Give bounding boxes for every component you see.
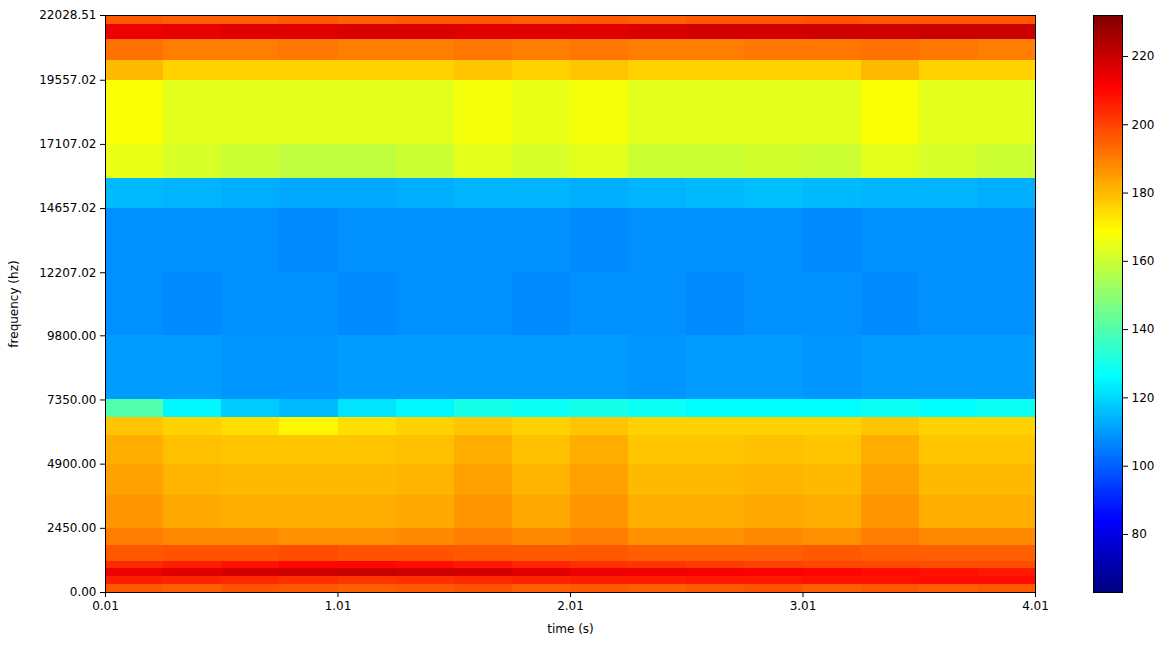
svg-text:time (s): time (s) [547, 622, 594, 636]
svg-text:2450.00: 2450.00 [47, 521, 97, 535]
svg-text:160: 160 [1132, 254, 1155, 268]
svg-text:0.00: 0.00 [70, 585, 97, 599]
svg-text:frequency (hz): frequency (hz) [7, 260, 21, 347]
svg-text:180: 180 [1132, 186, 1155, 200]
svg-text:4.01: 4.01 [1022, 599, 1049, 613]
svg-text:220: 220 [1132, 49, 1155, 63]
svg-text:22028.51: 22028.51 [39, 8, 96, 22]
svg-text:2.01: 2.01 [557, 599, 584, 613]
svg-text:120: 120 [1132, 391, 1155, 405]
svg-text:7350.00: 7350.00 [47, 393, 97, 407]
svg-text:14657.02: 14657.02 [39, 201, 96, 215]
svg-text:9800.00: 9800.00 [47, 329, 97, 343]
svg-text:17107.02: 17107.02 [39, 137, 96, 151]
svg-text:0.01: 0.01 [92, 599, 119, 613]
svg-text:12207.02: 12207.02 [39, 266, 96, 280]
svg-text:80: 80 [1132, 527, 1147, 541]
svg-text:1.01: 1.01 [325, 599, 352, 613]
svg-text:200: 200 [1132, 118, 1155, 132]
svg-text:4900.00: 4900.00 [47, 457, 97, 471]
svg-text:100: 100 [1132, 459, 1155, 473]
svg-text:3.01: 3.01 [790, 599, 817, 613]
svg-text:140: 140 [1132, 322, 1155, 336]
svg-text:19557.02: 19557.02 [39, 73, 96, 87]
